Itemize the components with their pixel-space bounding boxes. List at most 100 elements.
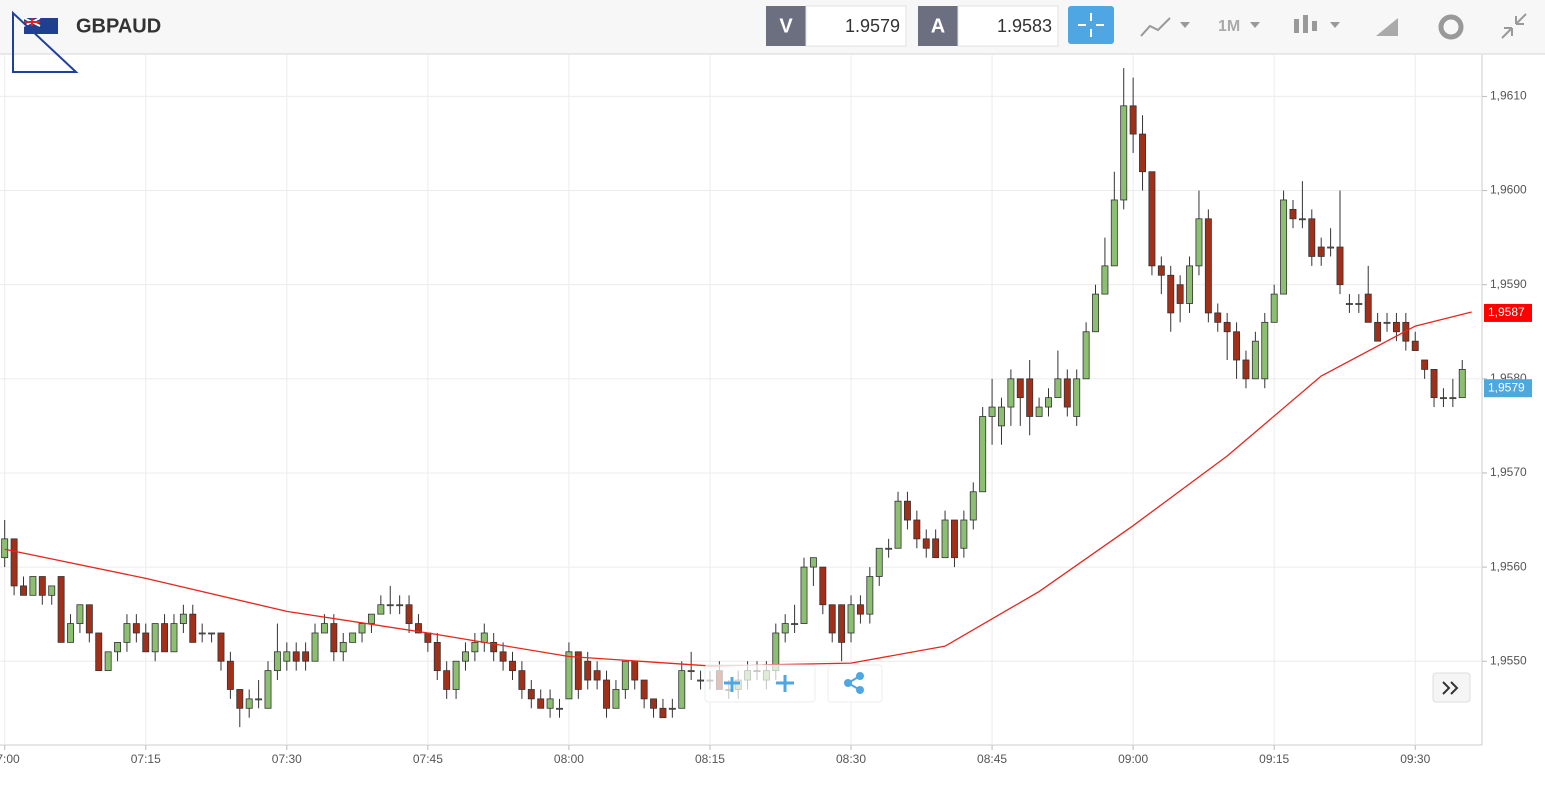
candle-body [142, 632, 150, 653]
candle-body [556, 707, 563, 710]
chart-type-button[interactable] [1140, 17, 1190, 37]
candle-body [1242, 359, 1250, 380]
candle-body [1289, 208, 1297, 220]
candle-body [1035, 406, 1043, 417]
candle-body [1336, 246, 1344, 286]
candle-body [76, 604, 84, 624]
candle-body [1082, 331, 1090, 380]
candle-body [95, 632, 103, 672]
candle-body [292, 651, 300, 662]
candle-body [198, 632, 206, 635]
candle-body [123, 623, 131, 643]
candle-body [941, 519, 949, 559]
candle-body [1430, 369, 1438, 399]
candle-body [283, 651, 291, 662]
bid-label: V [779, 15, 793, 37]
price-tag [1484, 303, 1532, 322]
candle-body [894, 500, 902, 549]
y-tick-label: 1,9560 [1490, 559, 1527, 573]
candle-body [1392, 321, 1400, 333]
candle-body [1073, 378, 1081, 417]
candle-body [697, 679, 705, 682]
candle-body [1449, 397, 1457, 400]
symbol: GBPAUD [76, 15, 161, 37]
candle-button[interactable] [1294, 15, 1340, 33]
x-tick-label: 09:30 [1400, 752, 1430, 766]
candle-body [38, 576, 46, 596]
candle-body [302, 651, 310, 662]
candle-body [1129, 105, 1137, 135]
candle-body [85, 604, 93, 634]
x-tick-label: 08:00 [554, 752, 584, 766]
candle-body [48, 585, 56, 596]
candle-body [1167, 274, 1175, 314]
x-tick-label: 07:45 [413, 752, 443, 766]
ask-badge [918, 6, 958, 46]
crosshair-button[interactable] [1068, 6, 1114, 44]
candle-body [951, 519, 958, 559]
candle-body [480, 632, 488, 643]
candle-body [499, 651, 507, 662]
scroll-end-button[interactable] [1432, 672, 1471, 703]
x-tick-label: 07:30 [272, 752, 302, 766]
candle-body [1016, 378, 1024, 399]
candle-body [1458, 369, 1466, 399]
candle-body [932, 538, 940, 559]
candle-body [1233, 331, 1241, 361]
candle-body [1223, 321, 1231, 333]
candle-body [349, 632, 357, 643]
candle-body [179, 613, 187, 624]
candle-body [828, 604, 836, 634]
candle-body [57, 576, 65, 643]
candle-body [687, 670, 695, 673]
candle-body [433, 641, 441, 672]
timeframe[interactable]: 1M [1218, 18, 1240, 35]
price-tag-label: 1,9579 [1488, 380, 1525, 394]
candle-body [1045, 397, 1052, 408]
candle-body [1176, 284, 1184, 304]
candle-body [1298, 218, 1306, 221]
x-tick-label: 09:15 [1259, 752, 1289, 766]
y-tick-label: 1,9600 [1490, 183, 1527, 197]
candle-body [903, 500, 911, 521]
candle-body [650, 698, 658, 709]
candle-body [1374, 321, 1382, 342]
candle-body [1364, 293, 1372, 323]
candle-body [367, 613, 375, 624]
timeframe-caret [1250, 22, 1260, 28]
candle-body [678, 670, 686, 709]
candle-body [1157, 265, 1165, 276]
collapse-button[interactable] [1501, 13, 1527, 39]
candle-body [377, 604, 385, 615]
ask-label: A [931, 15, 945, 37]
x-tick-label: 09:00 [1118, 752, 1148, 766]
flag [12, 10, 79, 73]
candle-body [913, 519, 921, 540]
candle-body [1063, 378, 1071, 408]
candle-body [443, 670, 451, 690]
candle-body [527, 689, 535, 700]
draw-button[interactable] [1376, 18, 1398, 36]
candle-body [546, 698, 554, 709]
candle-body [1383, 321, 1391, 324]
candle-body [988, 406, 996, 417]
candle-body [593, 670, 601, 681]
x-tick-label: 07:15 [131, 752, 161, 766]
candle-body [866, 576, 874, 615]
candle-body [386, 604, 394, 607]
candle-body [1, 538, 9, 559]
candle-body [1214, 312, 1222, 323]
candle-body [979, 416, 987, 493]
candle-body [1327, 246, 1335, 249]
candle-body [1204, 218, 1212, 314]
settings-button[interactable] [1438, 14, 1464, 40]
candle-body [1120, 105, 1128, 201]
candle-body [114, 641, 122, 653]
candle-body [358, 623, 366, 634]
candle-body [574, 651, 582, 690]
candle-body [1092, 293, 1099, 333]
candle-body [226, 660, 234, 690]
candle-body [208, 632, 216, 635]
